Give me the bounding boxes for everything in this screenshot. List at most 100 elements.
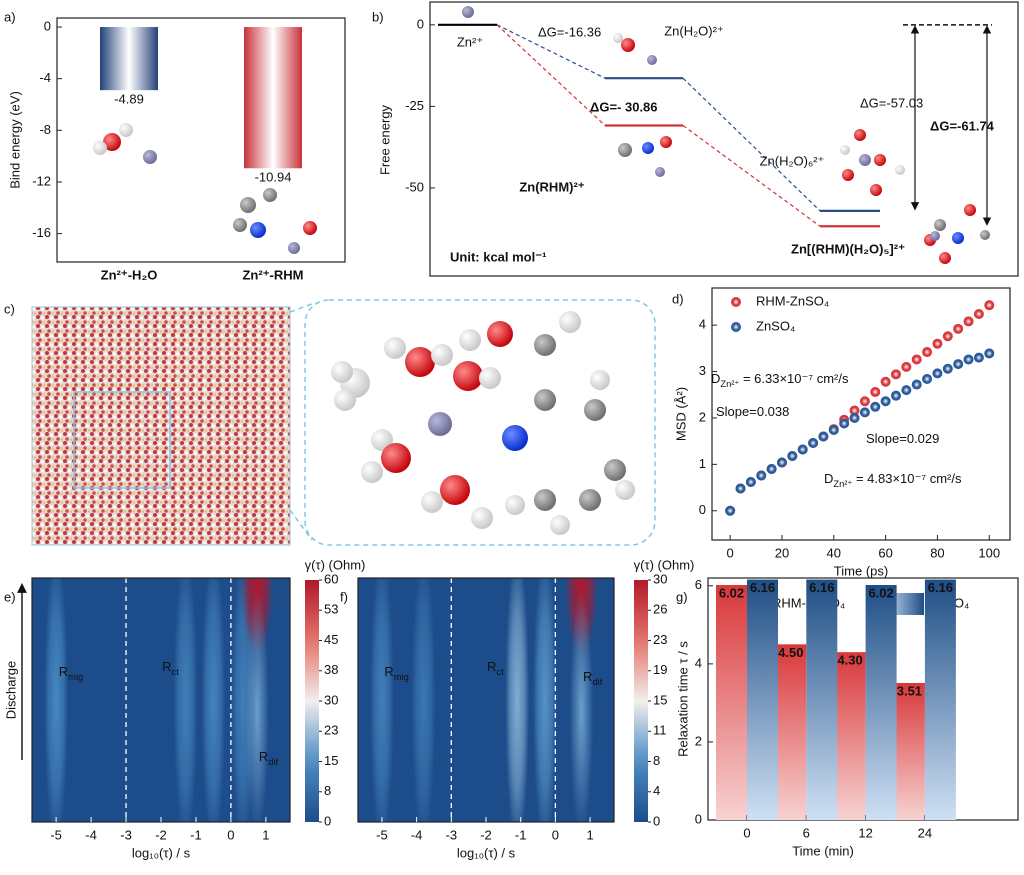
value-label: 4.50 xyxy=(778,645,803,660)
point xyxy=(984,300,995,311)
x-tick-label: 12 xyxy=(858,825,872,840)
region-label: Rct xyxy=(162,659,179,677)
region-label-main: R xyxy=(59,664,68,679)
water-box xyxy=(31,306,291,546)
region-label-sub: ct xyxy=(496,667,504,677)
point xyxy=(849,412,860,423)
point xyxy=(963,354,974,365)
bar xyxy=(924,579,956,820)
atom xyxy=(840,145,850,155)
atom xyxy=(453,361,483,391)
heatmap xyxy=(32,578,290,822)
atom xyxy=(250,222,266,238)
atom xyxy=(613,33,623,43)
heatmap-peak xyxy=(505,578,530,822)
colorbar xyxy=(634,580,648,822)
bar xyxy=(893,682,925,820)
atom xyxy=(590,370,610,390)
region-label-main: R xyxy=(162,659,171,674)
point xyxy=(922,373,933,384)
region-label: Rdif xyxy=(583,669,603,687)
x-tick-label: 100 xyxy=(978,545,1000,560)
heatmap-peak xyxy=(369,578,394,822)
point xyxy=(725,505,736,516)
point xyxy=(911,379,922,390)
colorbar-tick-label: 0 xyxy=(324,813,331,828)
point xyxy=(890,390,901,401)
value-label: -10.94 xyxy=(255,170,292,185)
connector xyxy=(496,24,606,79)
annotation-main: Slope=0.029 xyxy=(866,431,939,446)
species-label: Zn(H₂O)²⁺ xyxy=(664,23,724,38)
point xyxy=(859,407,870,418)
atom xyxy=(604,459,626,481)
value-label: 6.02 xyxy=(868,585,893,600)
x-tick-label: -4 xyxy=(85,827,97,842)
region-label: Rmig xyxy=(59,664,83,682)
zoom-area xyxy=(73,391,171,489)
x-tick-label: -2 xyxy=(480,827,492,842)
atom xyxy=(103,133,121,151)
atom xyxy=(431,344,453,366)
x-tick-label: 6 xyxy=(803,825,810,840)
annotation-sub: Zn²⁺ xyxy=(720,379,739,389)
y-axis-label: Bind energy (eV) xyxy=(7,91,22,189)
atom xyxy=(459,329,481,351)
atom xyxy=(440,475,470,505)
heatmap-peak xyxy=(173,578,198,822)
atom xyxy=(384,337,406,359)
x-axis-label: Time (min) xyxy=(792,843,854,858)
annotation: ΔG=-57.03 xyxy=(860,95,923,110)
panel-label: f) xyxy=(340,589,348,604)
atom xyxy=(428,412,452,436)
zoom-guide xyxy=(289,509,313,541)
species-label: Zn²⁺ xyxy=(457,34,483,49)
atom xyxy=(559,311,581,333)
region-label: Rmig xyxy=(384,664,408,682)
colorbar-tick-label: 23 xyxy=(653,632,667,647)
point xyxy=(911,354,922,365)
point xyxy=(963,316,974,327)
x-tick-label: -1 xyxy=(515,827,527,842)
y-tick-label: 6 xyxy=(695,577,702,592)
x-tick-label: 24 xyxy=(918,825,932,840)
point xyxy=(849,405,860,416)
atom xyxy=(854,129,866,141)
molecules xyxy=(331,311,635,535)
atom xyxy=(331,361,353,383)
point xyxy=(922,347,933,358)
connector xyxy=(496,24,606,126)
y-tick-label: 0 xyxy=(695,811,702,826)
y-tick-label: 0 xyxy=(44,18,51,33)
atom xyxy=(895,165,905,175)
point xyxy=(818,431,829,442)
point xyxy=(756,470,767,481)
y-axis-label: Discharge xyxy=(3,661,18,720)
y-tick-label: 0 xyxy=(699,502,706,517)
colorbar-label: γ(τ) (Ohm) xyxy=(305,557,366,572)
panel-label: d) xyxy=(672,291,684,306)
value-label: 6.16 xyxy=(928,580,953,595)
x-tick-label: -3 xyxy=(446,827,458,842)
atom xyxy=(479,367,501,389)
x-tick-label: 1 xyxy=(586,827,593,842)
atom xyxy=(143,150,157,164)
colorbar-label: γ(τ) (Ohm) xyxy=(634,557,695,572)
atom xyxy=(939,252,951,264)
x-tick-label: -5 xyxy=(50,827,62,842)
colorbar xyxy=(305,580,319,822)
panel-label: e) xyxy=(4,589,16,604)
colorbar-tick-label: 4 xyxy=(653,783,660,798)
atom xyxy=(579,489,601,511)
y-tick-label: 4 xyxy=(695,655,702,670)
x-tick-label: 0 xyxy=(743,825,750,840)
region-label-sub: ct xyxy=(172,667,180,677)
annotation: ΔG=- 30.86 xyxy=(590,99,658,114)
point xyxy=(776,457,787,468)
region-label-sub: mig xyxy=(68,672,83,682)
plot-frame xyxy=(429,1,1019,277)
x-tick-label: 0 xyxy=(227,827,234,842)
region-label-sub: dif xyxy=(268,757,278,767)
atom xyxy=(584,399,606,421)
region-label: Rdif xyxy=(259,749,279,767)
